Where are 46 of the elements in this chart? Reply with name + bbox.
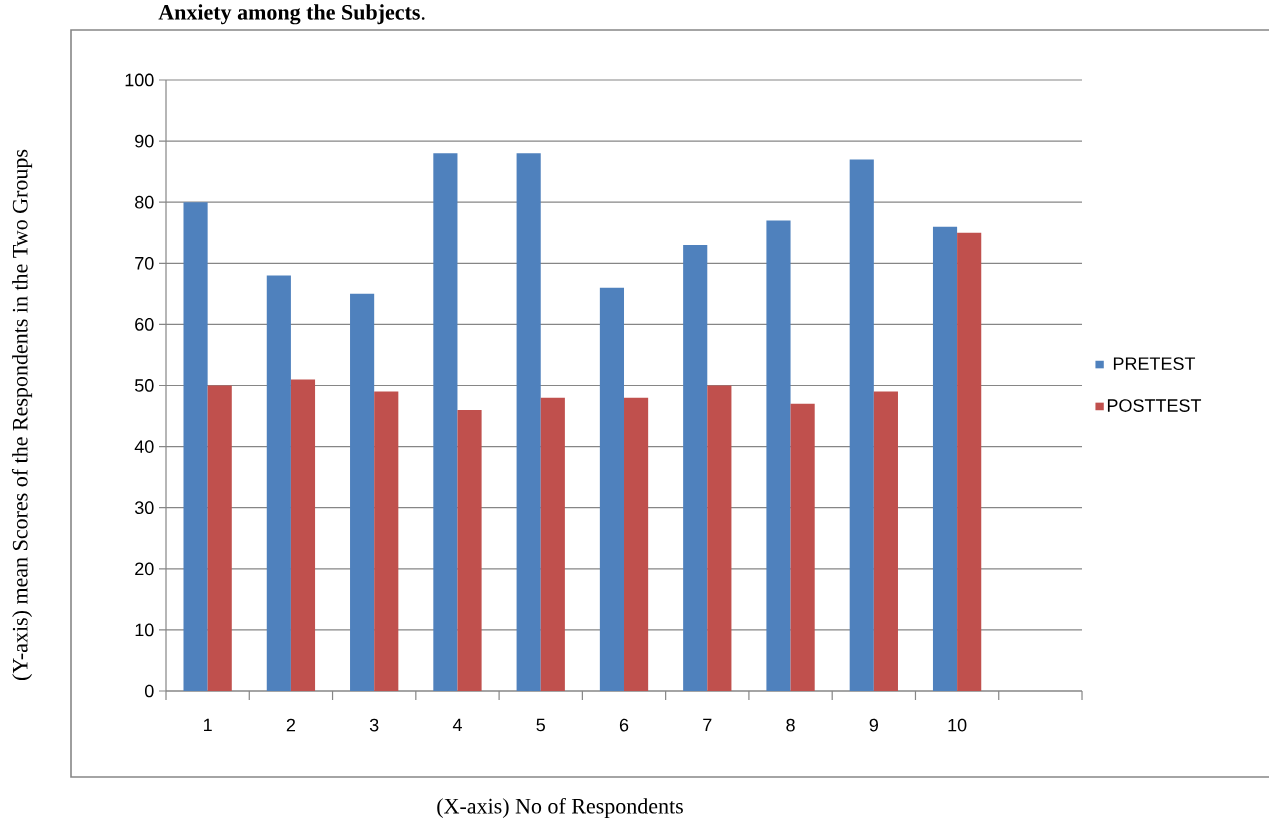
x-tick-label: 10 [948, 718, 967, 732]
bar [266, 275, 291, 691]
x-axis-title: (X-axis) No of Respondents [437, 797, 683, 819]
y-tick-label: 40 [134, 440, 154, 453]
y-axis-title: (Y-axis) mean Scores of the Respondents in the Two Groups [11, 149, 33, 680]
bar [790, 403, 815, 691]
bar [457, 409, 482, 691]
bar [540, 397, 565, 691]
x-tick-label: 9 [869, 718, 878, 732]
legend-label: PRETEST [1113, 357, 1196, 370]
bar [207, 385, 232, 691]
y-tick-label: 90 [135, 134, 154, 148]
bar [624, 397, 649, 691]
bar [599, 287, 625, 691]
bar [516, 153, 541, 691]
bar [957, 232, 982, 691]
bar [350, 293, 375, 691]
y-tick-label: 80 [135, 195, 154, 209]
y-tick-label: 0 [144, 684, 154, 698]
bar [873, 391, 898, 691]
bar [433, 153, 458, 691]
y-tick-label: 100 [125, 73, 154, 87]
bar [683, 244, 708, 691]
x-tick-label: 5 [536, 718, 545, 732]
bar [183, 202, 208, 691]
y-tick-label: 20 [135, 562, 154, 576]
legend-label: POSTTEST [1107, 399, 1202, 412]
bar [290, 379, 316, 691]
x-tick-label: 3 [369, 718, 379, 732]
bar [849, 159, 874, 691]
bar [932, 226, 958, 691]
y-tick-label: 10 [135, 623, 154, 637]
chart-title: Anxiety among the Subjects. [158, 4, 425, 25]
x-tick-label: 7 [703, 718, 712, 732]
bar [766, 220, 791, 691]
x-tick-label: 1 [204, 718, 212, 732]
y-tick-label: 60 [135, 318, 154, 331]
bar [707, 385, 732, 691]
x-tick-label: 6 [619, 718, 629, 732]
x-tick-label: 8 [786, 718, 795, 732]
y-tick-label: 30 [134, 501, 154, 515]
x-tick-label: 2 [286, 718, 296, 732]
x-tick-label: 4 [452, 718, 462, 732]
bar [374, 391, 399, 691]
y-tick-label: 50 [134, 379, 154, 392]
y-tick-label: 70 [135, 256, 154, 270]
